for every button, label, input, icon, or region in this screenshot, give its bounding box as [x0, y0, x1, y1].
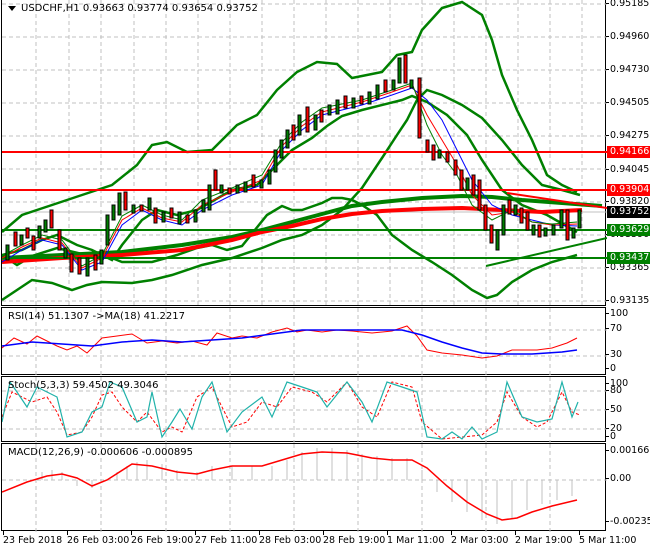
rsi-tick: 70: [605, 323, 623, 334]
stoch-tick: 0: [605, 431, 617, 442]
resistance-price-tag: 0.93904: [607, 184, 650, 196]
rsi-tick: 0: [605, 363, 617, 374]
stoch-tick: 50: [605, 404, 623, 415]
macd-histogram: [41, 448, 573, 524]
macd-panel[interactable]: MACD(12,26,9) -0.000606 -0.000895: [1, 443, 607, 532]
price-tick: 0.93820: [605, 196, 650, 207]
time-tick: 26 Feb 19:00: [131, 531, 194, 546]
price-tick: 0.94730: [605, 64, 650, 75]
collapse-triangle-icon[interactable]: [8, 5, 16, 11]
price-tick: 0.95185: [605, 0, 650, 9]
price-axis[interactable]: 0.95185 0.94960 0.94730 0.94505 0.94275 …: [605, 0, 650, 531]
macd-tick: -0.002356: [606, 516, 650, 527]
resistance-price-tag: 0.94166: [607, 146, 650, 158]
rsi-panel[interactable]: RSI(14) 51.1307 ->MA(18) 41.2217: [1, 307, 607, 376]
macd-tick: 0.00: [605, 473, 632, 484]
price-chart-panel[interactable]: USDCHF,H1 0.93663 0.93774 0.93654 0.9375…: [1, 0, 607, 306]
time-tick: 23 Feb 2018: [3, 531, 63, 546]
price-tick: 0.94505: [605, 97, 650, 108]
stoch-tick: 100: [605, 378, 629, 389]
price-tick: 0.94960: [605, 31, 650, 42]
chart-title: USDCHF,H1 0.93663 0.93774 0.93654 0.9375…: [8, 3, 258, 14]
time-tick: 2 Mar 03:00: [451, 531, 509, 546]
price-tick: 0.94045: [605, 164, 650, 175]
stochastic-panel[interactable]: Stoch(5,3,3) 59.4502 49.3046: [1, 376, 607, 443]
stoch-tick: 20: [605, 423, 623, 434]
price-chart-canvas: [2, 0, 607, 306]
time-axis[interactable]: 23 Feb 2018 26 Feb 03:00 26 Feb 19:00 27…: [0, 531, 650, 550]
rsi-tick: 100: [605, 308, 629, 319]
time-tick: 28 Feb 03:00: [259, 531, 322, 546]
support-price-tag: 0.93629: [607, 224, 650, 236]
macd-tick: 0.00166: [605, 445, 650, 456]
macd-label: MACD(12,26,9) -0.000606 -0.000895: [8, 447, 193, 458]
stoch-tick: 80: [605, 385, 623, 396]
time-tick: 26 Feb 03:00: [67, 531, 130, 546]
price-tick: 0.94275: [605, 130, 650, 141]
candlesticks: [5, 54, 582, 277]
macd-canvas: [2, 444, 607, 532]
time-tick: 2 Mar 19:00: [515, 531, 573, 546]
time-tick: 5 Mar 11:00: [579, 531, 637, 546]
time-tick: 1 Mar 11:00: [387, 531, 445, 546]
current-price-tag: 0.93752: [607, 206, 650, 218]
rsi-tick: 30: [605, 349, 623, 360]
support-price-tag: 0.93437: [607, 252, 650, 264]
rsi-canvas: [2, 308, 607, 376]
stochastic-label: Stoch(5,3,3) 59.4502 49.3046: [8, 380, 159, 391]
time-tick: 27 Feb 11:00: [195, 531, 258, 546]
price-tick: 0.93135: [605, 295, 650, 306]
stochastic-canvas: [2, 377, 607, 443]
price-tick: 0.93365: [605, 262, 650, 273]
rsi-label: RSI(14) 51.1307 ->MA(18) 41.2217: [8, 311, 185, 322]
time-tick: 28 Feb 19:00: [323, 531, 386, 546]
